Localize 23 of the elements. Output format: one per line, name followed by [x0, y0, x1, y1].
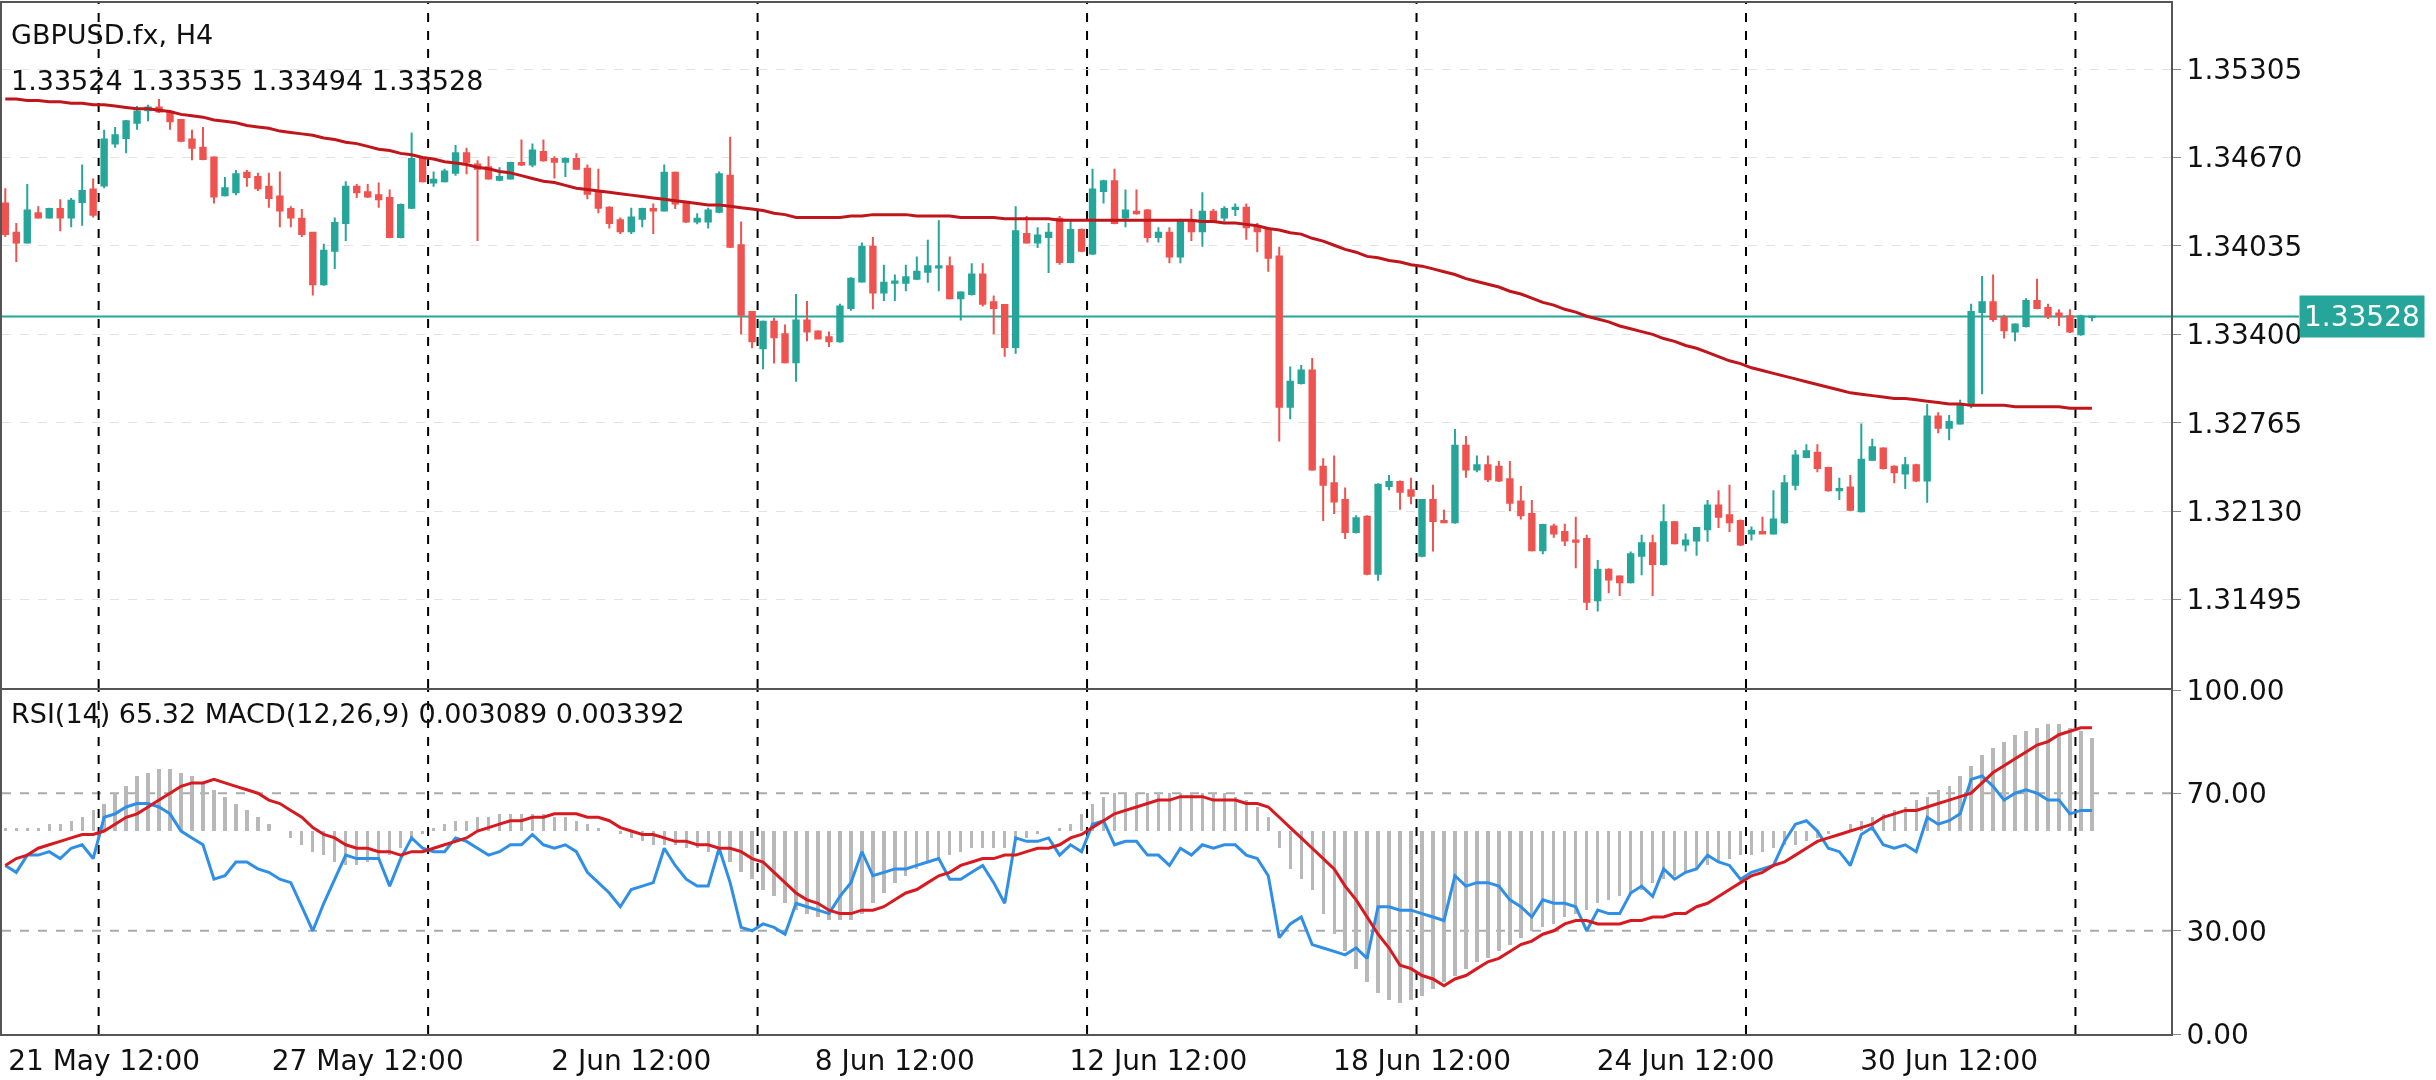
x-tick-label: 18 Jun 12:00 — [1333, 1043, 1511, 1077]
x-tick-label: 27 May 12:00 — [271, 1043, 464, 1077]
x-tick-label: 21 May 12:00 — [8, 1043, 201, 1077]
y-tick-label: 0.00 — [2186, 1017, 2249, 1051]
y-tick-label: 1.32765 — [2186, 406, 2303, 440]
x-tick-label: 2 Jun 12:00 — [551, 1043, 712, 1077]
y-tick-label: 30.00 — [2186, 914, 2267, 948]
y-tick-label: 1.35305 — [2186, 52, 2303, 86]
chart-title: RSI(14) 65.32 MACD(12,26,9) 0.003089 0.003392 — [11, 698, 685, 729]
x-tick-label: 8 Jun 12:00 — [814, 1043, 975, 1077]
annotation: 1.33524 1.33535 1.33494 1.33528 — [11, 65, 484, 96]
y-tick-label: 1.32130 — [2186, 494, 2303, 528]
y-tick-label: 1.33400 — [2186, 318, 2303, 352]
y-tick-label: 100.00 — [2186, 673, 2285, 707]
y-tick-label: 1.34670 — [2186, 141, 2303, 175]
y-tick-label: 1.34035 — [2186, 229, 2303, 263]
x-tick-label: 30 Jun 12:00 — [1860, 1043, 2039, 1077]
x-tick-label: 12 Jun 12:00 — [1069, 1043, 1248, 1077]
ref-line-label: 1.33528 — [2304, 300, 2420, 333]
y-tick-label: 1.31495 — [2186, 583, 2303, 617]
text: GBPUSD.fx, H4 — [11, 19, 214, 50]
x-tick-label: 24 Jun 12:00 — [1596, 1043, 1775, 1077]
y-tick-label: 70.00 — [2186, 777, 2267, 810]
